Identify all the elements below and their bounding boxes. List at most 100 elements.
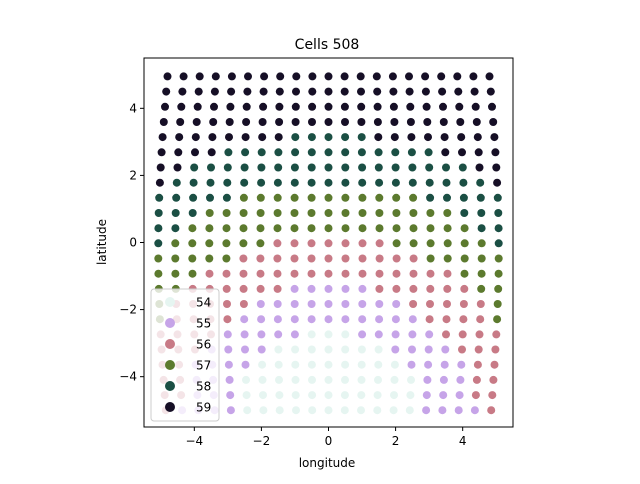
data-point — [374, 375, 382, 384]
data-point — [476, 300, 485, 308]
x-tick-label: −2 — [253, 434, 271, 448]
data-point — [423, 118, 432, 126]
data-point — [273, 284, 282, 293]
data-point — [189, 178, 198, 187]
data-point — [224, 345, 233, 354]
data-point — [324, 102, 333, 111]
data-point — [460, 224, 469, 233]
data-point — [188, 269, 197, 278]
data-point — [341, 148, 350, 157]
data-point — [490, 133, 499, 142]
data-point — [177, 102, 186, 111]
data-point — [178, 87, 187, 96]
data-point — [341, 345, 350, 354]
data-point — [341, 269, 350, 278]
data-point — [308, 87, 317, 96]
data-point — [408, 345, 416, 354]
data-point — [341, 193, 350, 202]
data-point — [205, 254, 214, 263]
data-point — [426, 284, 435, 293]
data-point — [273, 224, 282, 233]
data-point — [357, 391, 366, 400]
legend-marker — [165, 339, 175, 349]
data-point — [223, 315, 232, 324]
data-point — [222, 269, 231, 278]
data-point — [424, 133, 432, 142]
data-point — [358, 224, 367, 233]
data-point — [408, 163, 417, 172]
data-point — [459, 178, 468, 187]
data-point — [154, 269, 163, 278]
data-point — [291, 102, 300, 111]
data-point — [373, 406, 382, 415]
data-point — [324, 391, 333, 400]
data-point — [409, 224, 418, 233]
data-point — [442, 178, 451, 187]
data-point — [307, 360, 316, 369]
data-point — [358, 163, 367, 172]
data-point — [290, 239, 299, 248]
data-point — [256, 284, 265, 293]
data-point — [307, 163, 316, 172]
data-point — [392, 224, 401, 233]
data-point — [458, 330, 467, 339]
data-point — [307, 345, 316, 354]
data-point — [259, 102, 268, 111]
data-point — [291, 118, 300, 126]
data-point — [171, 224, 180, 233]
data-point — [408, 315, 417, 324]
data-point — [357, 87, 365, 96]
data-point — [439, 375, 448, 384]
data-point — [324, 178, 333, 187]
data-point — [275, 391, 284, 400]
data-point — [408, 178, 417, 187]
data-point — [308, 406, 317, 415]
data-point — [275, 375, 283, 384]
data-point — [408, 330, 417, 339]
data-point — [390, 118, 399, 126]
data-point — [341, 118, 349, 126]
data-point — [324, 300, 333, 308]
data-point — [421, 72, 430, 81]
data-point — [324, 406, 333, 415]
data-point — [324, 163, 333, 172]
data-point — [273, 239, 282, 248]
data-point — [437, 72, 446, 81]
data-point — [409, 193, 418, 202]
data-point — [256, 224, 265, 233]
data-point — [357, 345, 366, 354]
x-tick-label: 0 — [325, 434, 333, 448]
data-point — [324, 133, 333, 142]
data-point — [391, 178, 400, 187]
data-point — [438, 406, 447, 415]
data-point — [405, 87, 414, 96]
data-point — [358, 300, 367, 308]
data-point — [154, 239, 163, 248]
data-point — [374, 360, 383, 369]
data-point — [472, 118, 481, 126]
x-tick-label: −4 — [185, 434, 203, 448]
data-point — [257, 330, 266, 339]
data-point — [341, 209, 350, 217]
data-point — [474, 148, 483, 157]
data-point — [392, 193, 401, 202]
data-point — [259, 406, 268, 415]
data-point — [241, 345, 249, 354]
y-axis: −4 −2 0 2 4 — [119, 101, 144, 384]
data-point — [426, 269, 435, 278]
data-point — [443, 300, 451, 308]
data-point — [405, 72, 413, 81]
data-point — [374, 330, 383, 339]
data-point — [407, 133, 416, 142]
data-point — [426, 300, 434, 308]
data-point — [273, 300, 282, 308]
data-point — [239, 269, 248, 278]
data-point — [256, 254, 265, 263]
data-point — [223, 330, 232, 339]
data-point — [290, 224, 299, 233]
data-point — [357, 406, 365, 415]
data-point — [341, 330, 350, 339]
data-point — [373, 118, 382, 126]
